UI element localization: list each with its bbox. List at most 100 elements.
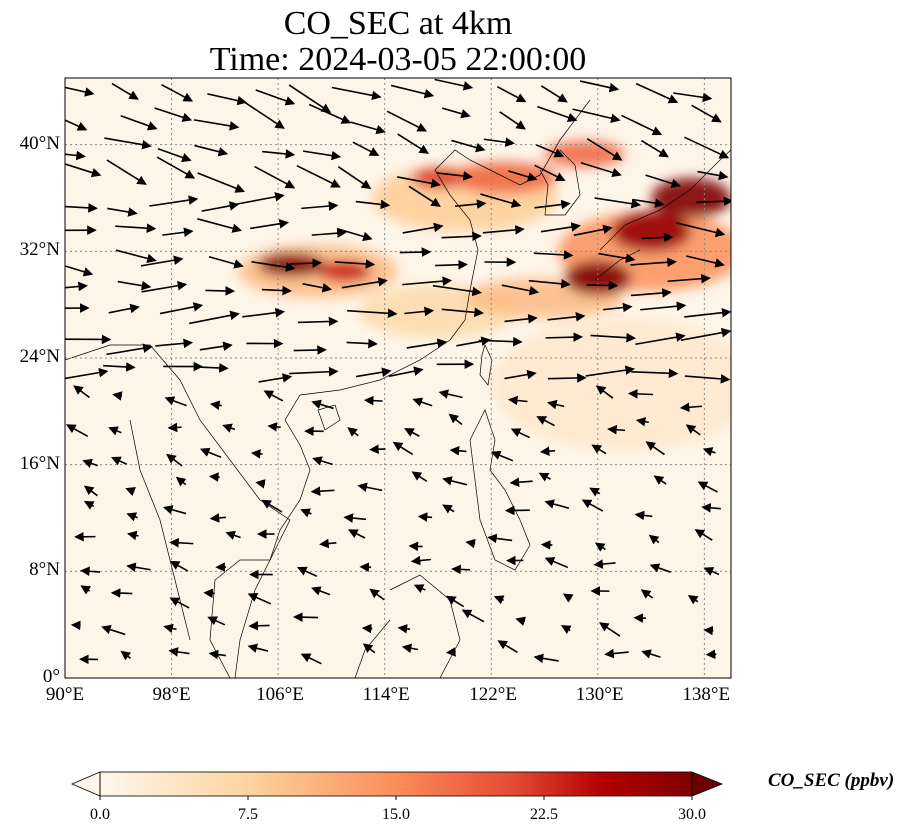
wind-vector-arrow bbox=[562, 593, 574, 603]
wind-vector-arrow bbox=[408, 185, 441, 207]
wind-vector-arrow bbox=[197, 172, 246, 193]
wind-vector-arrow bbox=[65, 86, 95, 97]
wind-vector-arrow bbox=[510, 428, 531, 439]
wind-vector-arrow bbox=[573, 224, 613, 237]
concentration-plume bbox=[411, 167, 465, 189]
wind-vector-arrow bbox=[300, 653, 322, 665]
wind-vector-arrow bbox=[115, 223, 157, 233]
wind-vector-arrow bbox=[247, 593, 272, 605]
wind-vector-arrow bbox=[401, 643, 419, 654]
wind-vector-arrow bbox=[580, 162, 622, 178]
wind-vector-arrow bbox=[586, 280, 619, 291]
wind-vector-arrow bbox=[301, 201, 339, 211]
wind-vector-arrow bbox=[408, 541, 423, 552]
wind-vector-arrow bbox=[103, 362, 136, 372]
wind-vector-arrow bbox=[390, 84, 435, 99]
wind-vector-arrow bbox=[399, 247, 432, 257]
wind-vector-arrow bbox=[417, 512, 433, 522]
colorbar-tick-label: 0.0 bbox=[90, 806, 110, 823]
wind-vector-arrow bbox=[595, 385, 614, 399]
wind-vector-arrow bbox=[697, 481, 718, 493]
wind-vector-arrow bbox=[480, 193, 522, 208]
wind-vector-arrow bbox=[65, 265, 94, 277]
x-tick-label: 130°E bbox=[575, 684, 624, 705]
wind-vector-arrow bbox=[402, 276, 453, 286]
wind-vector-arrow bbox=[560, 625, 572, 635]
chart-title: CO_SEC at 4km bbox=[283, 5, 513, 42]
colorbar-tick-label: 22.5 bbox=[530, 806, 558, 823]
wind-vector-arrow bbox=[168, 647, 190, 657]
wind-vector-arrow bbox=[593, 559, 616, 569]
wind-vector-arrow bbox=[225, 530, 241, 540]
wind-vector-arrow bbox=[684, 374, 731, 384]
wind-vector-arrow bbox=[208, 255, 244, 269]
wind-vector-arrow bbox=[106, 343, 153, 356]
wind-vector-arrow bbox=[175, 476, 187, 487]
wind-vector-arrow bbox=[691, 104, 722, 123]
concentration-plume bbox=[491, 318, 731, 452]
wind-vector-arrow bbox=[442, 504, 455, 514]
wind-vector-arrow bbox=[645, 174, 682, 189]
wind-vector-arrow bbox=[694, 529, 713, 541]
wind-vector-arrow bbox=[640, 301, 687, 311]
wind-vector-arrow bbox=[108, 426, 122, 436]
wind-vector-arrow bbox=[159, 302, 204, 315]
wind-vector-arrow bbox=[649, 563, 672, 573]
wind-vector-arrow bbox=[504, 314, 538, 324]
wind-vector-arrow bbox=[347, 529, 366, 539]
wind-vector-arrow bbox=[126, 562, 151, 572]
wind-vector-arrow bbox=[111, 456, 128, 466]
wind-vector-arrow bbox=[483, 137, 515, 147]
wind-vector-arrow bbox=[547, 399, 565, 410]
wind-vector-arrow bbox=[141, 280, 188, 293]
wind-vector-arrow bbox=[455, 199, 487, 209]
wind-vector-arrow bbox=[300, 508, 312, 518]
wind-vector-arrow bbox=[446, 595, 465, 608]
wind-vector-arrow bbox=[156, 156, 196, 179]
wind-vector-arrow bbox=[162, 227, 194, 238]
wind-vector-arrow bbox=[261, 499, 283, 513]
wind-vector-arrow bbox=[528, 278, 571, 289]
wind-vector-arrow bbox=[436, 171, 473, 181]
wind-vector-arrow bbox=[108, 303, 140, 314]
wind-vector-arrow bbox=[536, 416, 555, 427]
wind-vector-arrow bbox=[490, 450, 514, 462]
wind-vector-arrow bbox=[538, 472, 551, 482]
wind-vector-arrow bbox=[445, 647, 456, 657]
wind-vector-arrow bbox=[461, 609, 485, 623]
wind-vector-arrow bbox=[572, 108, 621, 123]
wind-vector-arrow bbox=[442, 476, 468, 486]
wind-vector-arrow bbox=[388, 366, 424, 378]
concentration-plume bbox=[451, 162, 558, 194]
wind-vector-arrow bbox=[65, 367, 109, 380]
wind-vector-arrow bbox=[632, 198, 665, 208]
wind-vector-arrow bbox=[586, 138, 623, 161]
wind-vector-arrow bbox=[397, 624, 411, 634]
wind-vector-arrow bbox=[115, 249, 157, 264]
wind-vector-arrow bbox=[604, 648, 629, 659]
wind-vector-arrow bbox=[195, 363, 229, 373]
x-tick-label: 98°E bbox=[152, 684, 191, 705]
wind-vector-arrow bbox=[65, 119, 88, 131]
wind-vector-arrow bbox=[544, 499, 570, 509]
wind-vector-arrow bbox=[411, 471, 428, 482]
wind-vector-arrow bbox=[361, 623, 373, 634]
wind-vector-arrow bbox=[590, 332, 636, 343]
wind-vector-arrow bbox=[312, 456, 333, 466]
wind-vector-arrow bbox=[645, 441, 665, 456]
wind-vector-arrow bbox=[169, 537, 194, 548]
x-tick-label: 138°E bbox=[682, 684, 731, 705]
coastline-china bbox=[234, 99, 591, 678]
wind-vector-arrow bbox=[703, 625, 714, 636]
wind-vector-arrow bbox=[598, 252, 636, 263]
wind-vector-arrow bbox=[167, 422, 182, 433]
wind-vector-arrow bbox=[540, 222, 581, 233]
wind-vector-arrow bbox=[117, 280, 152, 291]
wind-vector-arrow bbox=[337, 166, 372, 190]
y-tick-label: 16°N bbox=[19, 452, 60, 474]
wind-vector-arrow bbox=[201, 201, 240, 212]
wind-vector-arrow bbox=[675, 222, 726, 238]
wind-vector-arrow bbox=[397, 133, 430, 154]
wind-vector-arrow bbox=[331, 86, 382, 101]
colorbar-tick-label: 15.0 bbox=[382, 806, 410, 823]
